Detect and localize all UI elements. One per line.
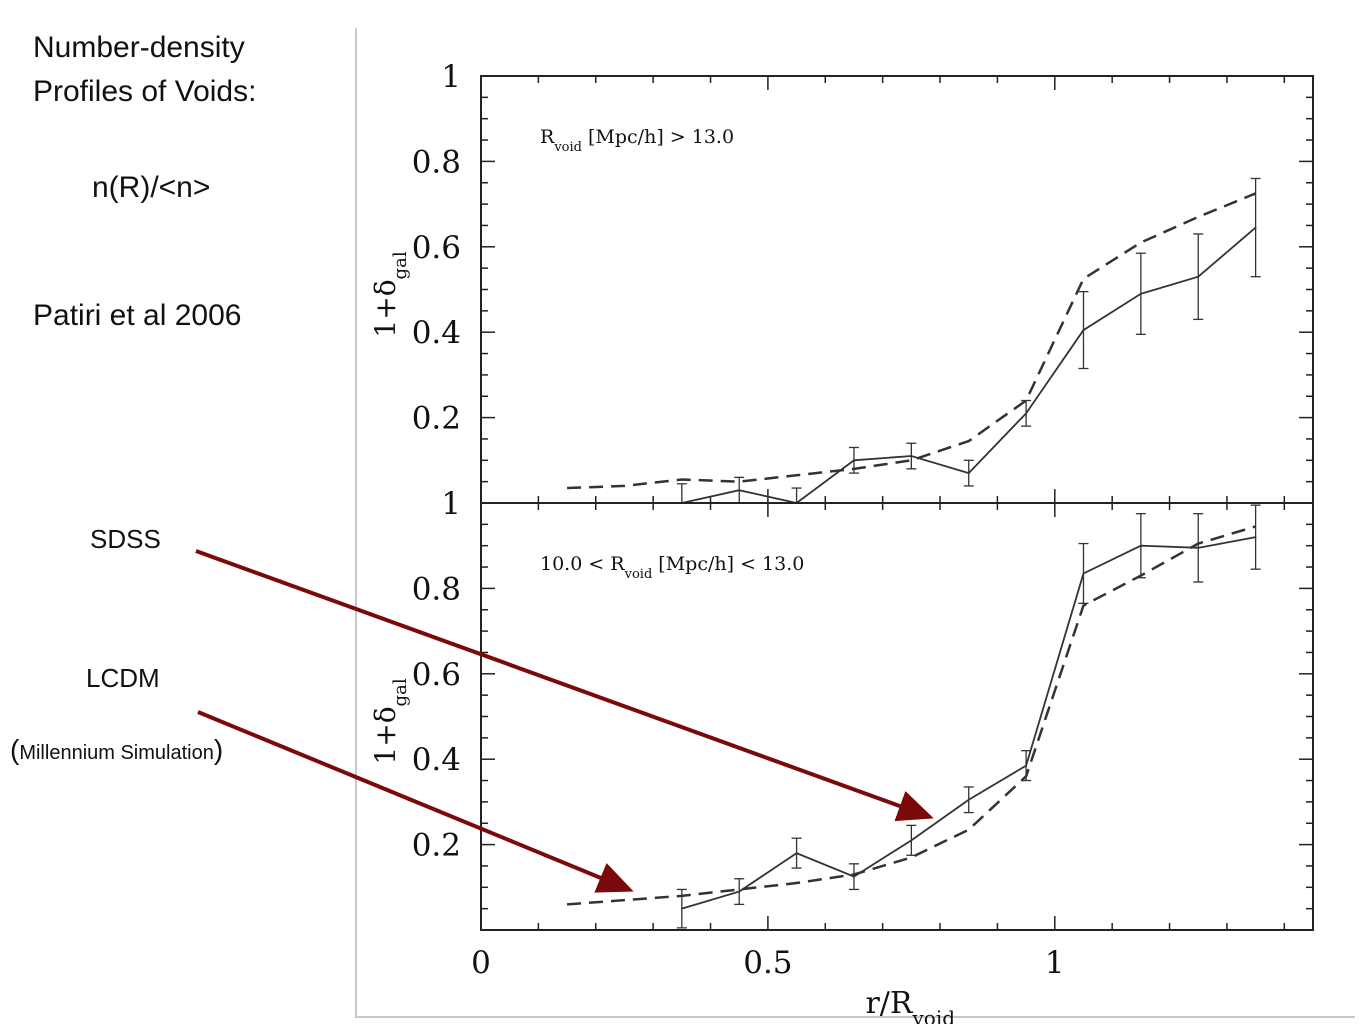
data-point — [967, 472, 970, 474]
panel-top: 0.2 0.4 0.6 0.8 1 1+δgal Rvoid [Mpc/h] > 13.0 — [369, 59, 1314, 504]
y-axis-label-main: 1+δ — [369, 279, 402, 337]
ratio-label: n(R)/<n> — [92, 171, 211, 204]
sdss-arrow — [195, 549, 934, 822]
lcdm-label: LCDM — [86, 663, 160, 693]
annotation-part: [Mpc/h] < 13.0 — [652, 553, 804, 575]
y-tick-label: 0.2 — [412, 828, 461, 864]
sdss-label: SDSS — [90, 524, 161, 554]
y-axis-label: 1+δgal — [369, 251, 411, 337]
data-point — [1025, 412, 1027, 415]
y-axis-label-group: 1+δgal — [369, 251, 411, 337]
data-point — [1082, 329, 1085, 331]
x-tick-label: 0.5 — [743, 945, 792, 981]
data-point — [681, 907, 683, 910]
y-tick-label: 0.6 — [412, 657, 461, 693]
data-point — [853, 459, 855, 462]
x-tick-label: 1 — [1045, 945, 1065, 981]
y-tick-label: 1 — [441, 486, 461, 522]
y-tick-label: 0.2 — [412, 401, 461, 437]
plot-frame — [355, 28, 1355, 1018]
title-line-1: Number-density — [33, 31, 245, 64]
data-point — [738, 489, 741, 491]
data-point — [1025, 764, 1027, 767]
series-line-dashed — [567, 192, 1257, 490]
data-point — [1254, 536, 1257, 538]
data-point — [1140, 544, 1142, 547]
x-axis-label-main: r/R — [865, 986, 913, 1021]
data-point — [1140, 292, 1142, 295]
data-point — [967, 798, 970, 801]
annotation-part: [Mpc/h] > 13.0 — [582, 126, 734, 148]
sim-name: Millennium Simulation — [19, 742, 214, 764]
close-paren: ) — [213, 734, 224, 765]
y-axis-label-sub: gal — [390, 251, 411, 279]
y-tick-label: 0.8 — [412, 144, 461, 180]
data-point — [1254, 226, 1257, 229]
millennium-simulation-label: (Millennium Simulation) — [10, 732, 223, 771]
panel-annotation: Rvoid [Mpc/h] > 13.0 — [540, 126, 734, 155]
data-point — [1082, 572, 1085, 575]
annotation-subscript: void — [624, 567, 653, 582]
data-point — [795, 852, 798, 854]
x-tick-label: 0 — [471, 945, 491, 981]
series-line-solid — [681, 536, 1256, 910]
data-point — [738, 890, 741, 893]
y-tick-label: 0.4 — [412, 742, 461, 778]
y-tick-label: 0.8 — [412, 571, 461, 607]
data-point — [1197, 547, 1200, 549]
series-group — [566, 504, 1261, 929]
title-line-2: Profiles of Voids: — [33, 75, 257, 108]
y-tick-label: 0.4 — [412, 315, 461, 351]
lcdm-arrow — [197, 710, 634, 893]
data-point — [910, 839, 913, 842]
open-paren: ( — [10, 734, 20, 765]
annotation-part: R — [540, 126, 555, 148]
data-point — [910, 455, 913, 457]
y-axis-label: 1+δgal — [369, 678, 411, 764]
y-axis-label-main: 1+δ — [369, 706, 402, 764]
y-tick-label: 0.6 — [412, 230, 461, 266]
y-axis-label-group: 1+δgal — [369, 678, 411, 764]
annotation-subscript: void — [553, 140, 582, 155]
series-group — [567, 177, 1261, 503]
data-point — [853, 875, 855, 878]
x-axis-label-sub: void — [911, 1006, 955, 1024]
panel-annotation: 10.0 < Rvoid [Mpc/h] < 13.0 — [540, 553, 804, 582]
data-point — [1197, 275, 1200, 278]
series-line-dashed — [566, 525, 1256, 906]
y-axis-label-sub: gal — [390, 678, 411, 706]
y-tick-label: 1 — [441, 59, 461, 95]
x-axis-label: r/Rvoid — [865, 986, 955, 1024]
citation-label: Patiri et al 2006 — [33, 299, 242, 332]
annotation-part: 10.0 < R — [540, 553, 625, 575]
